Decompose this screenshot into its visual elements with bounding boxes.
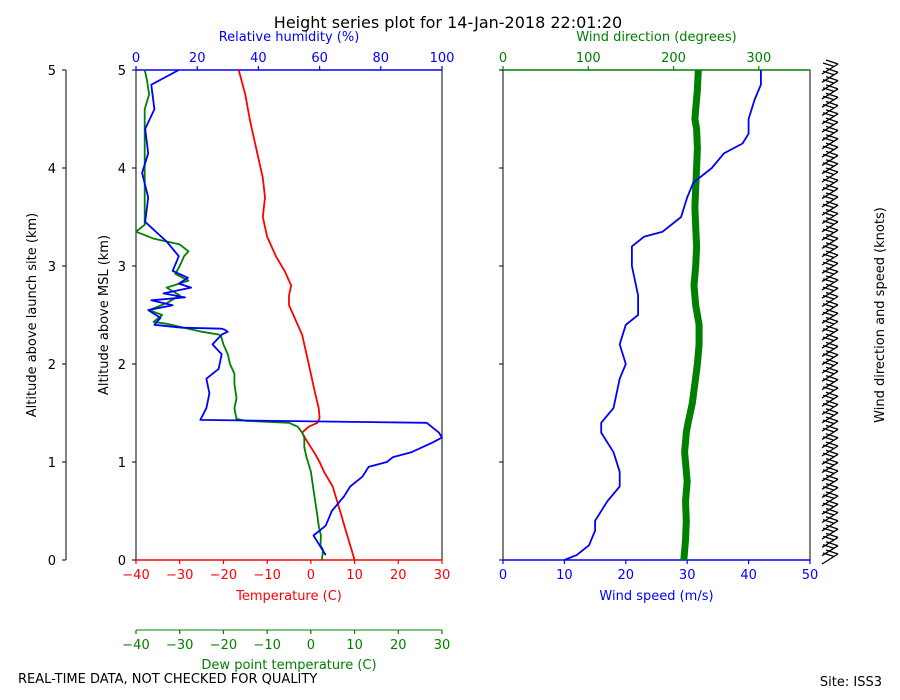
dewpoint-axis-tick-label: 20 <box>390 638 407 653</box>
dewpoint-line <box>135 69 325 561</box>
msl-ytick-label: 2 <box>118 358 126 373</box>
launch-site-ytick-label: 4 <box>48 162 56 177</box>
launch-site-axis-label: Altitude above launch site (km) <box>25 213 40 417</box>
rh-axis-tick-label: 0 <box>132 51 140 66</box>
wind-barb-axis-label: Wind direction and speed (knots) <box>873 207 888 423</box>
launch-site-ytick-label: 0 <box>48 554 56 569</box>
dewpoint-axis-label: Dew point temperature (C) <box>201 658 376 673</box>
rh-axis-tick-label: 20 <box>189 51 206 66</box>
dewpoint-axis-tick-label: −10 <box>253 638 280 653</box>
temperature-axis-tick-label: 0 <box>307 568 315 583</box>
msl-ytick-label: 4 <box>118 162 126 177</box>
thermo-plot-frame <box>135 69 443 561</box>
temperature-axis-tick-label: 30 <box>434 568 451 583</box>
wind-direction-axis-tick-label: 0 <box>499 51 507 66</box>
temperature-axis-tick-label: 20 <box>390 568 407 583</box>
dewpoint-axis-tick-label: −40 <box>122 638 149 653</box>
temperature-axis-tick-label: −40 <box>122 568 149 583</box>
wind-speed-axis-tick-label: 0 <box>499 568 507 583</box>
quality-notice: REAL-TIME DATA, NOT CHECKED FOR QUALITY <box>18 672 317 687</box>
wind-speed-axis-label: Wind speed (m/s) <box>599 589 713 604</box>
wind-direction-axis-tick-label: 100 <box>576 51 601 66</box>
wind-speed-axis-tick-label: 30 <box>679 568 696 583</box>
temperature-axis-tick-label: 10 <box>346 568 363 583</box>
temperature-axis-label: Temperature (C) <box>235 589 342 604</box>
msl-ytick-label: 0 <box>118 554 126 569</box>
temperature-axis-tick-label: −10 <box>253 568 280 583</box>
launch-site-ytick-label: 1 <box>48 456 56 471</box>
dewpoint-axis-tick-label: −30 <box>166 638 193 653</box>
wind-speed-line <box>564 70 762 561</box>
dewpoint-axis-tick-label: −20 <box>210 638 237 653</box>
msl-axis-label: Altitude above MSL (km) <box>97 235 112 395</box>
dewpoint-axis-tick-label: 0 <box>307 638 315 653</box>
rh-axis-tick-label: 40 <box>250 51 267 66</box>
wind-barb <box>821 549 839 565</box>
temperature-line <box>237 69 356 561</box>
wind-speed-axis-tick-label: 10 <box>556 568 573 583</box>
dewpoint-axis-tick-label: 30 <box>434 638 451 653</box>
site-label: Site: ISS3 <box>820 675 882 690</box>
rh-axis-tick-label: 60 <box>311 51 328 66</box>
launch-site-ytick-label: 3 <box>48 260 56 275</box>
rh-axis-tick-label: 100 <box>430 51 455 66</box>
rh-line <box>141 69 443 556</box>
wind-speed-axis-tick-label: 40 <box>740 568 757 583</box>
wind-barb <box>821 59 839 75</box>
wind-direction-axis-tick-label: 300 <box>746 51 771 66</box>
wind-direction-axis-label: Wind direction (degrees) <box>576 30 736 45</box>
wind-speed-axis-tick-label: 20 <box>618 568 635 583</box>
dewpoint-axis-tick-label: 10 <box>346 638 363 653</box>
temperature-axis-tick-label: −20 <box>210 568 237 583</box>
wind-direction-axis-tick-label: 200 <box>661 51 686 66</box>
msl-ytick-label: 1 <box>118 456 126 471</box>
temperature-axis-tick-label: −30 <box>166 568 193 583</box>
wind-speed-axis-tick-label: 50 <box>802 568 819 583</box>
rh-axis-tick-label: 80 <box>373 51 390 66</box>
msl-ytick-label: 3 <box>118 260 126 275</box>
wind-direction-line <box>680 69 703 561</box>
launch-site-ytick-label: 2 <box>48 358 56 373</box>
msl-ytick-label: 5 <box>118 64 126 79</box>
wind-plot-frame <box>502 69 811 561</box>
launch-site-ytick-label: 5 <box>48 64 56 79</box>
figure-title: Height series plot for 14-Jan-2018 22:01… <box>274 13 622 32</box>
rh-axis-label: Relative humidity (%) <box>219 30 360 45</box>
